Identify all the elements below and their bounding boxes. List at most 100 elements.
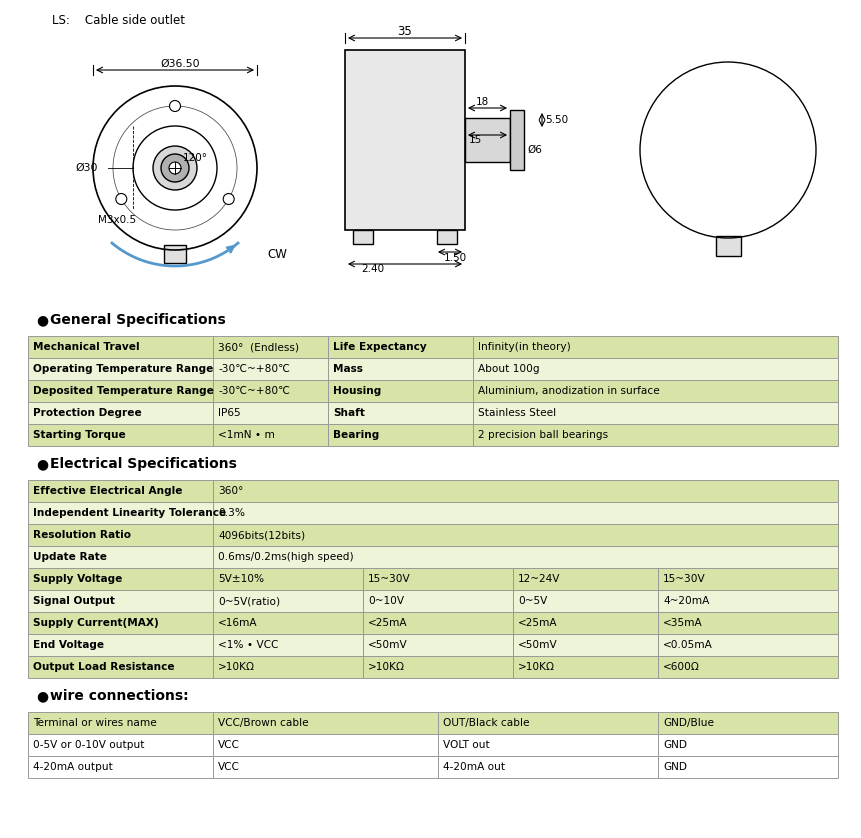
- Circle shape: [153, 146, 197, 190]
- Text: <35mA: <35mA: [663, 618, 703, 628]
- Text: OUT/Black cable: OUT/Black cable: [443, 718, 530, 728]
- Text: 4~20mA: 4~20mA: [663, 596, 709, 606]
- Bar: [658, 612, 838, 634]
- Text: Independent Linearity Tolerance: Independent Linearity Tolerance: [33, 508, 226, 518]
- Text: ●: ●: [36, 689, 48, 703]
- Bar: [28, 424, 213, 446]
- Bar: [363, 634, 513, 656]
- Bar: [658, 712, 838, 734]
- Text: 360°: 360°: [218, 486, 244, 496]
- Text: Electrical Specifications: Electrical Specifications: [50, 457, 237, 471]
- Text: 35: 35: [398, 25, 412, 38]
- Text: VCC: VCC: [218, 740, 240, 750]
- Text: Terminal or wires name: Terminal or wires name: [33, 718, 157, 728]
- Text: About 100g: About 100g: [478, 364, 540, 374]
- Bar: [658, 590, 838, 612]
- Bar: [328, 424, 473, 446]
- Text: Shaft: Shaft: [333, 408, 365, 418]
- Text: Infinity(in theory): Infinity(in theory): [478, 342, 571, 352]
- Circle shape: [161, 154, 189, 182]
- Bar: [213, 712, 438, 734]
- Bar: [213, 590, 363, 612]
- Text: Resolution Ratio: Resolution Ratio: [33, 530, 131, 540]
- Circle shape: [223, 194, 234, 204]
- Bar: [28, 336, 213, 358]
- Bar: [513, 568, 658, 590]
- Bar: [213, 734, 438, 756]
- Text: Life Expectancy: Life Expectancy: [333, 342, 427, 352]
- Text: 1.50: 1.50: [443, 253, 467, 263]
- Text: >10KΩ: >10KΩ: [218, 662, 255, 672]
- Text: 0~5V(ratio): 0~5V(ratio): [218, 596, 280, 606]
- Text: 120°: 120°: [183, 153, 208, 163]
- Bar: [437, 230, 457, 244]
- Bar: [213, 358, 328, 380]
- Bar: [328, 380, 473, 402]
- Text: 15: 15: [468, 135, 481, 145]
- Text: 0-5V or 0-10V output: 0-5V or 0-10V output: [33, 740, 145, 750]
- Bar: [28, 502, 213, 524]
- Text: 360°  (Endless): 360° (Endless): [218, 342, 299, 352]
- Text: Supply Voltage: Supply Voltage: [33, 574, 122, 584]
- Bar: [473, 424, 838, 446]
- Text: ●: ●: [36, 457, 48, 471]
- Text: 15~30V: 15~30V: [663, 574, 706, 584]
- Bar: [213, 380, 328, 402]
- Text: Mass: Mass: [333, 364, 362, 374]
- Text: Ø6: Ø6: [527, 145, 542, 155]
- Bar: [28, 568, 213, 590]
- Text: <600Ω: <600Ω: [663, 662, 700, 672]
- Text: Aluminium, anodization in surface: Aluminium, anodization in surface: [478, 386, 660, 396]
- Bar: [363, 656, 513, 678]
- Bar: [513, 590, 658, 612]
- Text: <1% • VCC: <1% • VCC: [218, 640, 278, 650]
- Bar: [438, 734, 658, 756]
- Text: GND: GND: [663, 762, 687, 772]
- Text: <50mV: <50mV: [368, 640, 407, 650]
- Text: <25mA: <25mA: [368, 618, 407, 628]
- Bar: [213, 524, 838, 546]
- Text: CW: CW: [267, 249, 287, 261]
- Text: <1mN • m: <1mN • m: [218, 430, 275, 440]
- Bar: [28, 402, 213, 424]
- Bar: [213, 336, 328, 358]
- Text: Effective Electrical Angle: Effective Electrical Angle: [33, 486, 183, 496]
- Text: 4-20mA output: 4-20mA output: [33, 762, 113, 772]
- Bar: [213, 634, 363, 656]
- Bar: [28, 712, 213, 734]
- Bar: [28, 524, 213, 546]
- Text: Output Load Resistance: Output Load Resistance: [33, 662, 175, 672]
- Text: 4096bits(12bits): 4096bits(12bits): [218, 530, 305, 540]
- Bar: [510, 110, 524, 170]
- Text: Signal Output: Signal Output: [33, 596, 115, 606]
- Bar: [28, 546, 213, 568]
- Bar: [213, 502, 838, 524]
- Bar: [353, 230, 373, 244]
- Bar: [28, 756, 213, 778]
- Text: ●: ●: [36, 313, 48, 327]
- Text: 0.3%: 0.3%: [218, 508, 245, 518]
- Bar: [213, 424, 328, 446]
- Bar: [658, 734, 838, 756]
- Bar: [28, 734, 213, 756]
- Text: Ø30: Ø30: [76, 163, 98, 173]
- Bar: [28, 480, 213, 502]
- Text: 12~24V: 12~24V: [518, 574, 561, 584]
- Bar: [716, 236, 741, 256]
- Bar: [328, 402, 473, 424]
- Bar: [658, 568, 838, 590]
- Text: 18: 18: [475, 97, 489, 107]
- Text: End Voltage: End Voltage: [33, 640, 104, 650]
- Text: 0~5V: 0~5V: [518, 596, 548, 606]
- Bar: [345, 50, 465, 230]
- Text: VCC: VCC: [218, 762, 240, 772]
- Text: LS:    Cable side outlet: LS: Cable side outlet: [52, 14, 185, 27]
- Text: -30℃~+80℃: -30℃~+80℃: [218, 364, 290, 374]
- Bar: [473, 380, 838, 402]
- Text: IP65: IP65: [218, 408, 240, 418]
- Text: <0.05mA: <0.05mA: [663, 640, 713, 650]
- Bar: [473, 358, 838, 380]
- Bar: [213, 480, 838, 502]
- Circle shape: [170, 101, 181, 111]
- Bar: [513, 656, 658, 678]
